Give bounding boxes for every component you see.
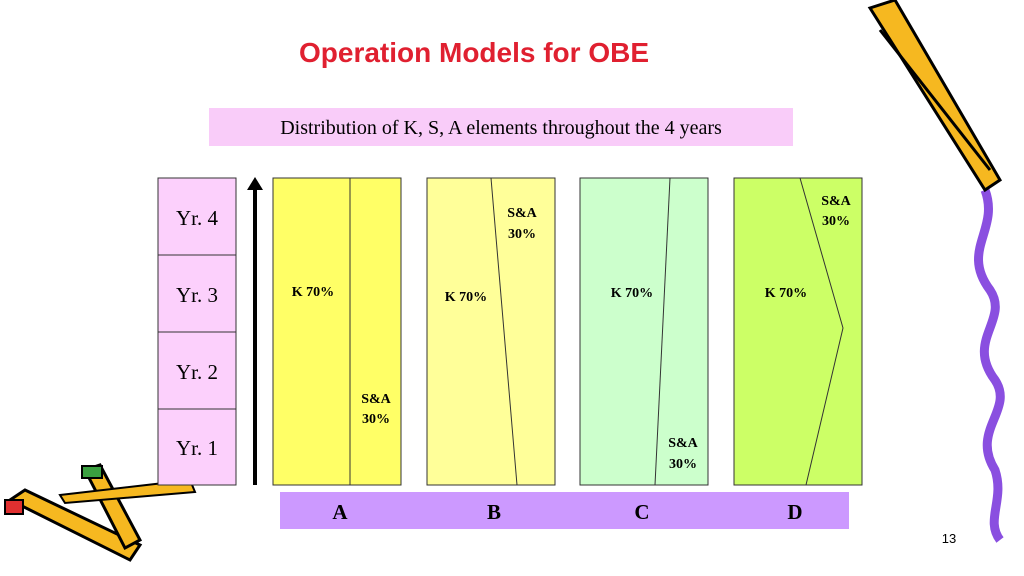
model-name: D xyxy=(787,500,802,524)
sa-label: 30% xyxy=(822,214,850,229)
sa-label: S&A xyxy=(668,436,698,451)
sa-label: S&A xyxy=(361,392,391,407)
model-box xyxy=(579,177,709,486)
divider xyxy=(490,177,518,486)
subtitle: Distribution of K, S, A elements through… xyxy=(280,117,722,139)
sa-label: S&A xyxy=(507,206,537,221)
year-label: Yr. 3 xyxy=(176,283,218,307)
sa-label: 30% xyxy=(669,457,697,472)
year-column xyxy=(157,177,237,486)
k-label: K 70% xyxy=(765,286,807,301)
page-number: 13 xyxy=(942,531,956,546)
model-name: C xyxy=(634,500,649,524)
subtitle-box xyxy=(209,108,793,146)
model-box xyxy=(272,177,402,486)
model-name: B xyxy=(487,500,501,524)
sa-label: 30% xyxy=(508,227,536,242)
arrow xyxy=(247,177,263,485)
pencil-top-right xyxy=(867,0,1003,193)
k-label: K 70% xyxy=(292,285,334,300)
k-label: K 70% xyxy=(445,290,487,305)
squiggle xyxy=(974,188,1005,543)
divider xyxy=(799,177,844,486)
sa-label: 30% xyxy=(362,412,390,427)
model-name: A xyxy=(332,500,348,524)
model-bar xyxy=(280,492,849,529)
k-label: K 70% xyxy=(611,286,653,301)
model-box xyxy=(426,177,556,486)
title: Operation Models for OBE xyxy=(299,37,649,68)
year-label: Yr. 1 xyxy=(176,436,218,460)
year-label: Yr. 4 xyxy=(176,206,219,230)
pencils-bottom-left xyxy=(4,463,197,562)
sa-label: S&A xyxy=(821,194,851,209)
model-box xyxy=(733,177,863,486)
divider xyxy=(654,177,671,486)
year-label: Yr. 2 xyxy=(176,360,218,384)
